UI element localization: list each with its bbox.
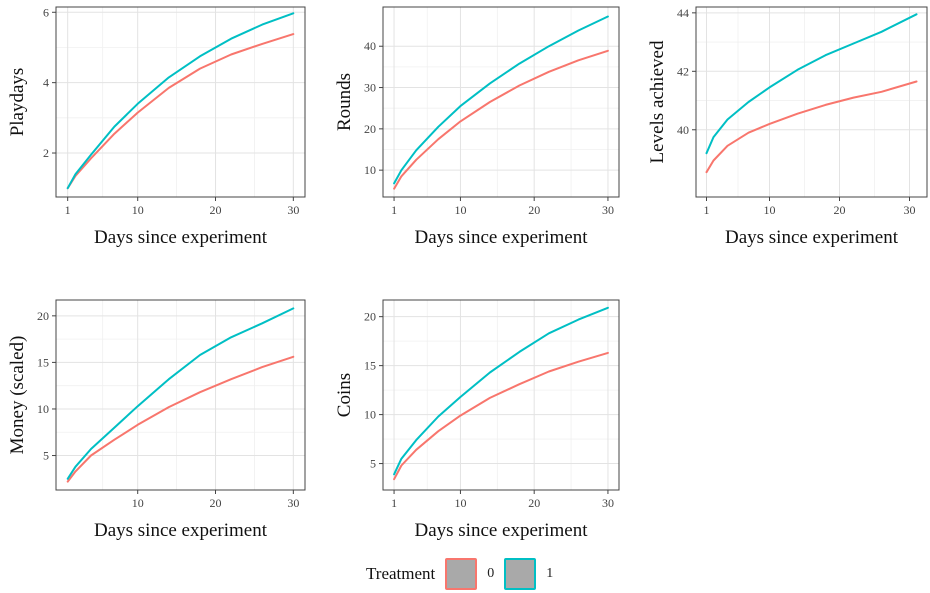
legend: Treatment 0 1 — [366, 556, 563, 592]
series-line-1 — [66, 12, 295, 190]
legend-title: Treatment — [366, 564, 436, 583]
series-line-0 — [705, 80, 918, 174]
series-line-0 — [66, 33, 295, 190]
x-tick-label: 20 — [528, 203, 540, 217]
legend-key-1 — [504, 558, 537, 590]
series-line-0 — [66, 355, 295, 483]
x-tick-label: 30 — [602, 496, 614, 510]
panel-background — [696, 7, 927, 197]
panel-5: 5 10 15 20 1 10 20 30 Days since experiment Coins — [334, 299, 620, 541]
series-line-1 — [66, 307, 295, 480]
x-tick-label: 10 — [132, 203, 144, 217]
y-tick-label: 5 — [43, 449, 49, 463]
y-tick-label: 10 — [364, 408, 376, 422]
panel-1: 2 4 6 1 10 20 30 Days since experiment Playdays — [7, 5, 306, 248]
x-tick-label: 10 — [132, 496, 144, 510]
legend-label-0: 0 — [487, 566, 495, 581]
series-line-0 — [393, 351, 609, 481]
panel-background — [56, 7, 305, 197]
legend-key-0 — [445, 558, 478, 590]
y-tick-label: 15 — [364, 359, 376, 373]
y-tick-label: 15 — [37, 355, 49, 369]
panel-border — [695, 6, 928, 198]
series-line-1 — [393, 15, 609, 185]
x-tick-label: 10 — [454, 203, 466, 217]
y-tick-label: 6 — [43, 5, 49, 19]
x-tick-label: 30 — [287, 496, 299, 510]
y-tick-label: 44 — [677, 6, 689, 20]
panel-background — [383, 300, 619, 490]
x-tick-label: 1 — [65, 203, 71, 217]
x-tick-label: 30 — [602, 203, 614, 217]
y-tick-label: 42 — [677, 64, 689, 78]
x-axis-title: Days since experiment — [94, 227, 268, 248]
x-tick-label: 1 — [391, 203, 397, 217]
x-tick-label: 30 — [287, 203, 299, 217]
panel-4: 5 10 15 20 10 20 30 Days since experiment Money … — [7, 299, 306, 541]
series-line-1 — [705, 13, 918, 155]
y-tick-label: 30 — [364, 81, 376, 95]
y-axis-title: Playdays — [7, 68, 28, 137]
panel-border — [382, 6, 620, 198]
series-line-0 — [393, 49, 609, 190]
x-axis-title: Days since experiment — [94, 520, 268, 541]
panel-border — [382, 299, 620, 491]
x-tick-label: 20 — [210, 203, 222, 217]
x-axis-title: Days since experiment — [414, 520, 588, 541]
x-tick-label: 10 — [764, 203, 776, 217]
panel-2: 10 20 30 40 1 10 20 30 Days since experiment Roun… — [334, 6, 620, 248]
y-tick-label: 20 — [364, 310, 376, 324]
y-tick-label: 20 — [364, 122, 376, 136]
y-tick-label: 40 — [364, 39, 376, 53]
panel-background — [56, 300, 305, 490]
panel-border — [55, 299, 306, 491]
y-axis-title: Money (scaled) — [7, 336, 28, 455]
series-line-1 — [393, 306, 609, 476]
x-axis-title: Days since experiment — [725, 227, 899, 248]
x-tick-label: 20 — [210, 496, 222, 510]
y-tick-label: 10 — [364, 163, 376, 177]
y-axis-title: Levels achieved — [647, 40, 668, 163]
y-tick-label: 2 — [43, 146, 49, 160]
y-tick-label: 4 — [43, 76, 49, 90]
x-axis-title: Days since experiment — [414, 227, 588, 248]
y-tick-label: 20 — [37, 309, 49, 323]
x-tick-label: 20 — [834, 203, 846, 217]
y-tick-label: 5 — [370, 457, 376, 471]
x-tick-label: 1 — [391, 496, 397, 510]
x-tick-label: 30 — [904, 203, 916, 217]
y-axis-title: Coins — [334, 373, 355, 417]
y-axis-title: Rounds — [334, 73, 355, 131]
legend-label-1: 1 — [546, 566, 554, 581]
panel-3: 40 42 44 1 10 20 30 Days since experiment Levels… — [647, 6, 928, 248]
y-tick-label: 40 — [677, 123, 689, 137]
panel-border — [55, 6, 306, 198]
x-tick-label: 1 — [704, 203, 710, 217]
x-tick-label: 20 — [528, 496, 540, 510]
y-tick-label: 10 — [37, 402, 49, 416]
x-tick-label: 10 — [454, 496, 466, 510]
panel-background — [383, 7, 619, 197]
